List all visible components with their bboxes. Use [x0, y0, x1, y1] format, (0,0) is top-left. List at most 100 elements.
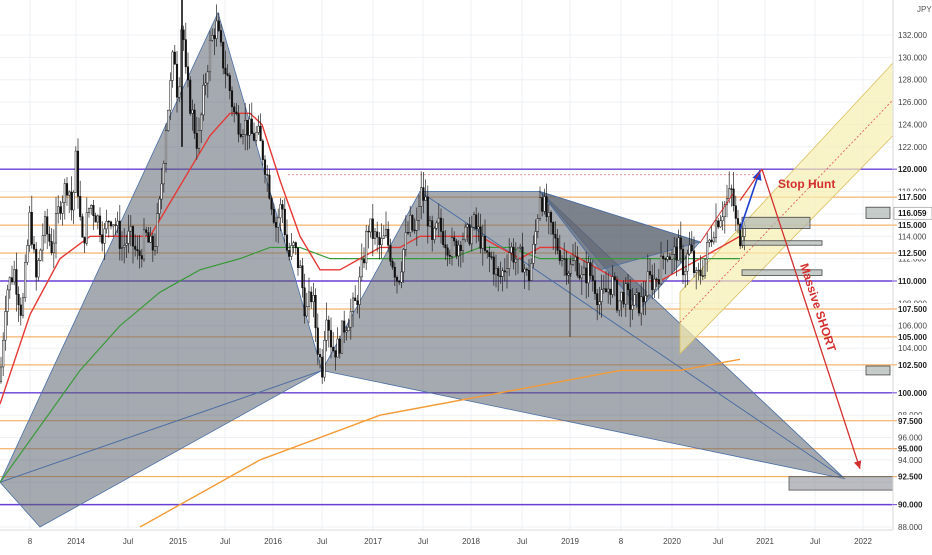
- candle-body: [235, 111, 238, 115]
- candle-body: [250, 118, 253, 134]
- price-axis-background: [893, 0, 932, 530]
- candle-body: [13, 269, 16, 283]
- candle-body: [567, 273, 570, 276]
- candle-body: [244, 120, 247, 135]
- candle-body: [279, 204, 282, 219]
- candle-body: [483, 235, 487, 251]
- candle-body: [197, 130, 201, 149]
- time-tick-label: Jul: [517, 537, 527, 546]
- level-label-bg: [894, 330, 932, 343]
- level-label: 105.000: [898, 333, 927, 342]
- time-axis[interactable]: 8 2014 Jul 2015 Jul 2016 Jul 2017 Jul 2018 Jul 2019…: [0, 529, 932, 550]
- candle-body: [125, 243, 128, 246]
- candle-body: [686, 253, 689, 272]
- candle-body: [149, 235, 152, 243]
- price-tick-label: 88.000: [898, 523, 923, 532]
- candle-body: [510, 246, 513, 254]
- price-axis[interactable]: JPY 88.00090.00094.00096.00098.000100.00…: [892, 0, 932, 532]
- candle-body: [92, 205, 95, 216]
- candle-body: [609, 288, 612, 295]
- candle-body: [435, 222, 438, 229]
- candle-body: [26, 245, 29, 263]
- candle-body: [422, 187, 425, 201]
- candle-body: [576, 256, 579, 276]
- candle-body: [527, 269, 531, 281]
- ma-orange: [139, 358, 741, 528]
- level-label-bg: [894, 247, 932, 260]
- candle-body: [230, 90, 234, 108]
- candle-body: [574, 256, 577, 261]
- candle-body: [499, 275, 502, 277]
- price-tick-label: 96.000: [898, 434, 923, 443]
- candle-body: [123, 245, 126, 248]
- candle-body: [488, 252, 491, 257]
- price-tick-label: 122.000: [898, 143, 927, 152]
- level-label: 100.000: [898, 389, 927, 398]
- zone-box: [741, 240, 823, 246]
- candle-body: [52, 242, 55, 254]
- candle-body: [323, 340, 326, 378]
- candle-body: [87, 208, 91, 213]
- candle-body: [486, 250, 489, 253]
- candle-body: [378, 236, 381, 246]
- time-tick-label: 2017: [364, 537, 382, 546]
- time-tick-label: 2016: [264, 537, 282, 546]
- candle-body: [6, 289, 9, 312]
- candle-body: [224, 67, 227, 75]
- time-tick-label: Jul: [418, 537, 428, 546]
- candle-body: [191, 109, 194, 114]
- candle-body: [208, 39, 212, 73]
- candle-body: [202, 84, 205, 116]
- candle-body: [384, 228, 388, 237]
- candle-body: [514, 258, 517, 263]
- candle-body: [213, 35, 216, 39]
- candle-body: [398, 280, 401, 283]
- candle-body: [343, 320, 346, 333]
- candle-body: [554, 233, 557, 239]
- candle-body: [582, 267, 586, 275]
- candle-body: [365, 230, 368, 264]
- candle-body: [501, 270, 504, 277]
- candle-body: [697, 269, 700, 272]
- candle-body: [195, 133, 198, 149]
- candle-body: [611, 276, 614, 295]
- price-tick-label: 94.000: [898, 456, 923, 465]
- time-tick-label: 2020: [663, 537, 681, 546]
- candle-body: [376, 231, 379, 238]
- candle-body: [481, 235, 484, 249]
- candle-body: [615, 279, 619, 311]
- candle-body: [272, 209, 275, 223]
- candle-body: [662, 255, 665, 259]
- candle-body: [578, 275, 581, 279]
- candle-body: [736, 218, 740, 225]
- price-tick-label: 130.000: [898, 53, 927, 62]
- candle-body: [246, 120, 249, 136]
- candle-body: [316, 327, 319, 355]
- candle-body: [334, 350, 337, 358]
- candle-body: [200, 114, 203, 131]
- candle-body: [239, 133, 242, 137]
- candle-body: [340, 320, 344, 354]
- candle-body: [369, 218, 372, 233]
- candlestick-series: [0, 0, 746, 384]
- level-label-bg: [894, 219, 932, 232]
- candle-body: [94, 215, 97, 223]
- candle-body: [626, 283, 630, 290]
- candle-body: [732, 188, 735, 206]
- candle-body: [32, 244, 36, 250]
- time-axis-background: [0, 530, 932, 550]
- candle-body: [512, 246, 515, 263]
- candle-body: [30, 211, 33, 245]
- candle-body: [310, 291, 313, 303]
- candle-body: [721, 216, 724, 222]
- candle-body: [406, 232, 410, 234]
- candle-body: [470, 226, 473, 245]
- candle-body: [314, 294, 317, 329]
- candle-body: [76, 150, 80, 197]
- candle-body: [646, 271, 649, 297]
- level-label: 95.000: [898, 445, 923, 454]
- time-tick-label: Jul: [317, 537, 327, 546]
- candle-body: [637, 292, 641, 314]
